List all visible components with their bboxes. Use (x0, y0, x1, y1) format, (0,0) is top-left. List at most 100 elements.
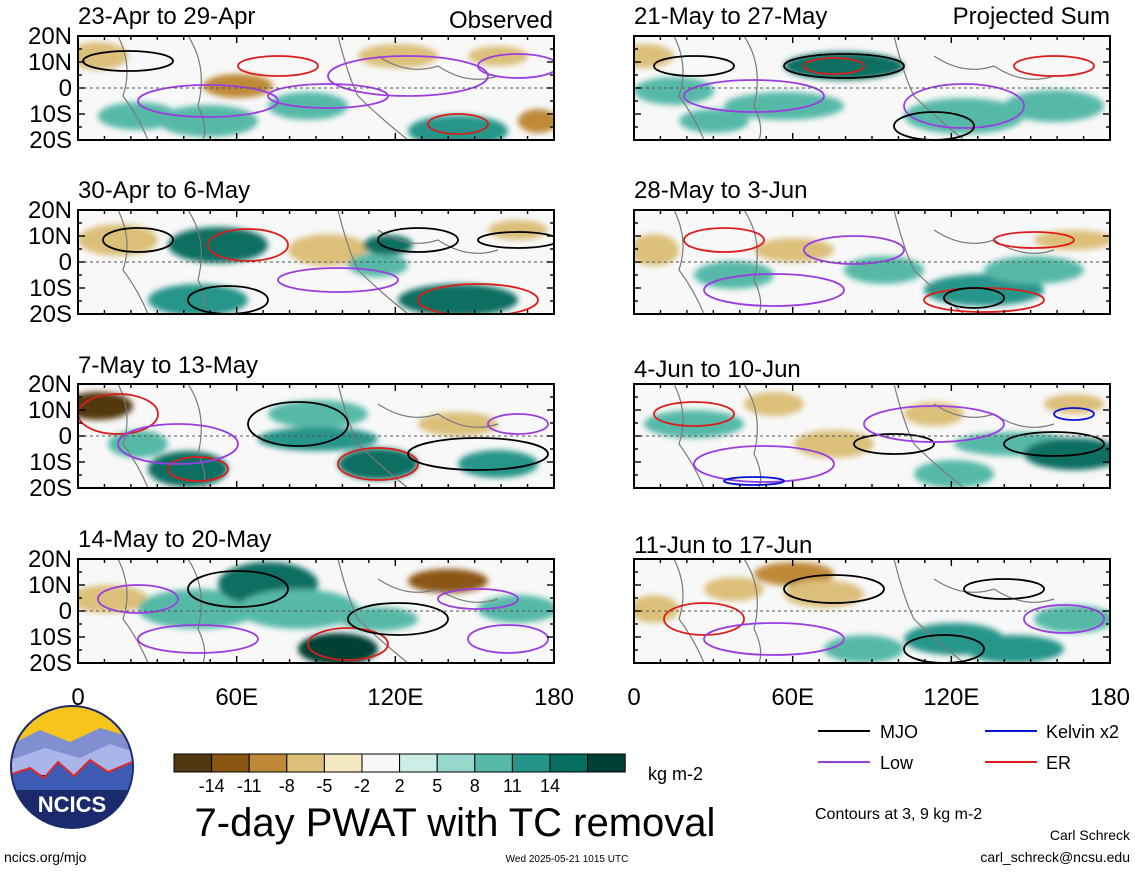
pwat-anomaly-area (914, 460, 994, 488)
pwat-anomaly-area (984, 256, 1084, 284)
contour-line (1023, 604, 1105, 634)
map-panel (633, 35, 1111, 141)
legend-low-label: Low (880, 753, 914, 773)
pwat-anomaly-area (679, 109, 749, 133)
y-tick-label: 10S (29, 275, 72, 302)
colorbar-label: -11 (237, 776, 262, 796)
pwat-anomaly-area (268, 92, 348, 120)
contour-line (247, 401, 349, 447)
contour-line (803, 235, 905, 265)
colorbar-label: -2 (354, 776, 370, 796)
pwat-anomaly-area (398, 284, 518, 314)
map-panel (633, 383, 1111, 489)
coastline (117, 559, 499, 663)
pwat-anomaly-area (824, 635, 904, 663)
colorbar-label: -8 (279, 776, 295, 796)
colorbar-swatch (549, 753, 589, 773)
pwat-anomaly-area (148, 284, 248, 314)
x-tick-label: 0 (71, 684, 84, 711)
y-tick-label: 0 (59, 598, 72, 625)
pwat-anomaly-area (784, 52, 904, 80)
coastline (673, 559, 1055, 663)
pwat-anomaly-area (634, 234, 679, 266)
pwat-anomaly-area (1024, 438, 1110, 470)
legend: MJO Kelvin x2 Low ER (818, 722, 1119, 773)
contour-line (237, 55, 319, 77)
contour-line (903, 634, 985, 663)
contour-note: Contours at 3, 9 kg m-2 (815, 806, 982, 823)
pwat-anomaly-area (1004, 90, 1104, 122)
y-tick-label: 10N (28, 49, 72, 76)
y-tick-label: 10S (29, 101, 72, 128)
contour-line (78, 393, 159, 435)
contour-line (683, 227, 765, 253)
panel-title: 14-May to 20-May (78, 526, 271, 553)
contour-line (82, 50, 174, 72)
y-tick-label: 20S (29, 650, 72, 677)
pwat-anomaly-area (744, 392, 804, 416)
contour-line (863, 405, 1005, 443)
x-tick-label: 120E (923, 684, 979, 711)
y-tick-label: 0 (59, 75, 72, 102)
ncics-logo: NCICS (10, 705, 134, 829)
pwat-anomaly-area (348, 253, 408, 277)
contour-line (963, 578, 1045, 600)
contour-line (487, 413, 549, 435)
contour-line (477, 53, 554, 79)
contour-line (377, 227, 459, 253)
coastline (117, 36, 499, 140)
contour-line (703, 273, 845, 307)
x-tick-label: 60E (215, 684, 258, 711)
pwat-anomaly-area (108, 430, 168, 458)
pwat-anomaly-area (148, 451, 228, 487)
map-panel (633, 558, 1111, 664)
contour-line (1003, 431, 1105, 457)
contour-line (903, 83, 1025, 129)
pwat-anomaly-area (458, 450, 538, 478)
colorbar-swatch (248, 753, 288, 773)
pwat-anomaly-area (754, 562, 834, 586)
contour-line (407, 437, 549, 471)
y-tick-label: 10N (28, 223, 72, 250)
colorbar-swatch (399, 753, 438, 773)
projected-label: Projected Sum (953, 3, 1110, 30)
colorbar-swatch (587, 753, 626, 773)
pwat-anomaly-area (634, 77, 714, 105)
pwat-anomaly-area (338, 607, 418, 631)
pwat-anomaly-area (724, 92, 844, 120)
pwat-anomaly-area (1034, 230, 1110, 250)
contour-line (943, 287, 1005, 309)
pwat-anomaly-area (98, 102, 178, 130)
observed-label: Observed (449, 7, 553, 34)
colorbar-label: -14 (199, 776, 225, 796)
contour-line (1013, 55, 1095, 77)
x-tick-label: 180 (534, 684, 574, 711)
y-tick-label: 20N (28, 371, 72, 398)
colorbar-units: kg m-2 (648, 764, 703, 784)
colorbar-label: 2 (395, 776, 405, 796)
contour-line (993, 231, 1075, 249)
pwat-anomaly-area (238, 589, 358, 629)
contour-line (207, 228, 289, 262)
x-tick-label: 120E (367, 684, 423, 711)
panel-title: 21-May to 27-May (634, 3, 827, 30)
pwat-anomaly-area (518, 109, 554, 133)
colorbar-swatch (286, 753, 325, 773)
pwat-anomaly-area (1034, 605, 1110, 633)
x-tick-label: 180 (1090, 684, 1130, 711)
pwat-anomaly-area (794, 430, 874, 458)
contour-line (723, 476, 785, 486)
y-tick-label: 20S (29, 127, 72, 154)
contour-line (267, 83, 389, 109)
pwat-anomaly-area (704, 577, 764, 601)
x-tick-label: 0 (627, 684, 640, 711)
pwat-anomaly-area (964, 635, 1064, 663)
contour-line (347, 602, 449, 636)
contour-line (703, 622, 845, 656)
contour-line (417, 283, 539, 314)
